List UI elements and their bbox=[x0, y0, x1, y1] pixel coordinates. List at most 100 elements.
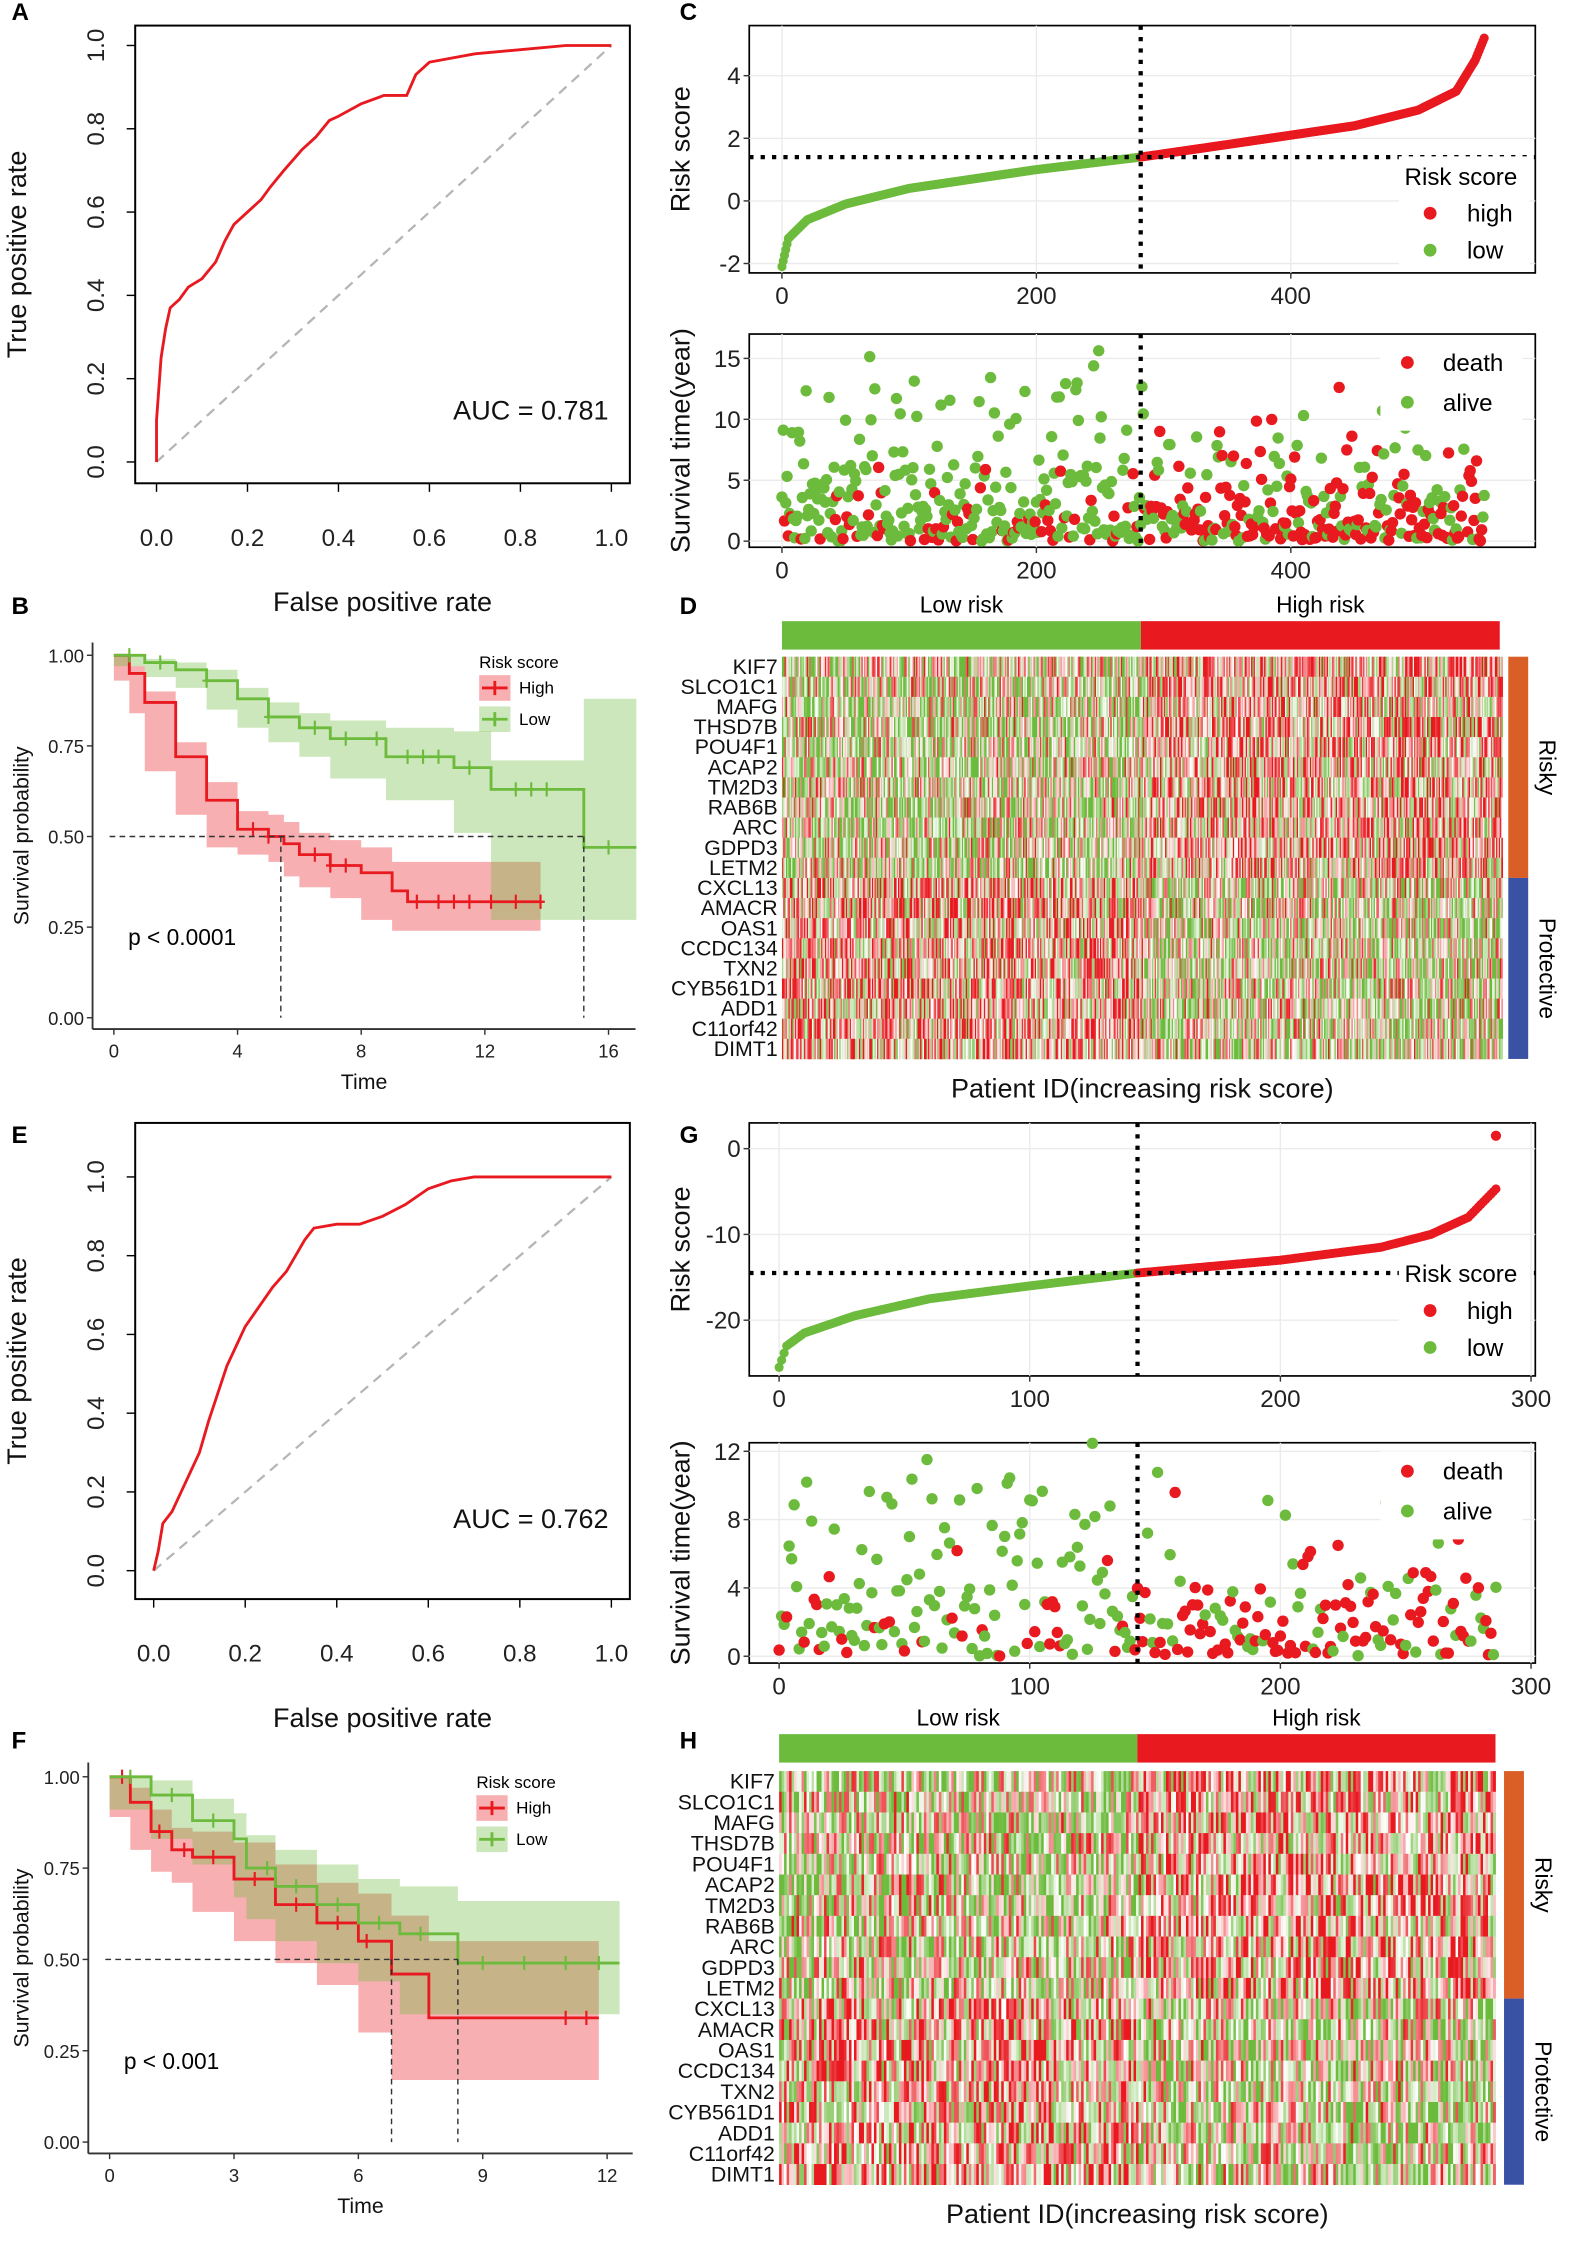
alive-point bbox=[1327, 1645, 1339, 1657]
alive-point bbox=[1019, 1598, 1031, 1611]
alive-point bbox=[1090, 461, 1102, 474]
panel-label: D bbox=[680, 593, 697, 620]
y-tick-label: 0.4 bbox=[83, 1396, 110, 1430]
x-tick-label: 0.0 bbox=[137, 1641, 171, 1668]
y-axis-label: True positive rate bbox=[2, 1257, 32, 1465]
legend-key bbox=[1400, 395, 1414, 409]
death-point bbox=[1254, 445, 1266, 458]
death-point bbox=[1154, 425, 1166, 438]
alive-point bbox=[1297, 409, 1310, 422]
risk-point bbox=[1491, 1184, 1501, 1194]
death-point bbox=[1143, 533, 1156, 546]
legend-key bbox=[1400, 1464, 1414, 1478]
confidence-band-high bbox=[109, 1776, 599, 2080]
x-tick-label: 1.0 bbox=[595, 525, 629, 552]
death-point bbox=[1044, 1638, 1056, 1650]
alive-point bbox=[988, 1609, 1001, 1621]
death-point bbox=[1049, 1601, 1061, 1613]
alive-point bbox=[795, 1626, 808, 1638]
x-axis-label: Time bbox=[341, 1070, 388, 1094]
alive-point bbox=[866, 1587, 878, 1599]
death-point bbox=[780, 1611, 793, 1623]
censor-mark bbox=[416, 1926, 425, 1941]
alive-point bbox=[984, 371, 997, 384]
alive-point bbox=[1067, 530, 1079, 542]
alive-point bbox=[888, 1626, 901, 1638]
alive-point bbox=[908, 375, 920, 387]
alive-point bbox=[1315, 452, 1328, 464]
alive-point bbox=[1465, 1635, 1477, 1647]
km-panel-F: 0 3 6 9 120.000.250.500.751.00 Risk scoreHigh… bbox=[10, 1762, 633, 2218]
alive-point bbox=[988, 407, 1001, 419]
censor-mark bbox=[155, 655, 165, 670]
censor-mark bbox=[341, 731, 351, 746]
death-point bbox=[1184, 1624, 1196, 1636]
censor-mark bbox=[264, 709, 273, 725]
y-axis-label: Survival probability bbox=[10, 1868, 34, 2047]
alive-point bbox=[853, 1577, 865, 1590]
y-tick-label: 0.8 bbox=[83, 112, 110, 146]
x-tick-label: 0 bbox=[775, 283, 788, 310]
km-panel-B: 0 4 8 12 160.000.250.500.751.00 Risk scoreHig… bbox=[10, 642, 637, 1094]
alive-point bbox=[903, 1530, 916, 1543]
high-risk-bar bbox=[1140, 621, 1500, 650]
death-point bbox=[956, 1630, 968, 1642]
death-point bbox=[1294, 505, 1306, 517]
y-tick-label: -20 bbox=[706, 1308, 741, 1335]
alive-point bbox=[1040, 484, 1053, 496]
alive-point bbox=[1005, 481, 1017, 494]
death-point bbox=[1470, 455, 1483, 467]
x-tick-label: 0.0 bbox=[140, 525, 174, 552]
alive-point bbox=[969, 462, 982, 474]
death-point bbox=[1480, 1615, 1492, 1627]
alive-point bbox=[856, 1543, 868, 1556]
death-point bbox=[1171, 1643, 1184, 1656]
alive-point bbox=[1053, 391, 1065, 403]
alive-point bbox=[1264, 1596, 1277, 1608]
alive-point bbox=[797, 458, 810, 470]
alive-point bbox=[1079, 523, 1091, 535]
alive-point bbox=[954, 488, 966, 500]
alive-point bbox=[936, 1642, 948, 1654]
alive-point bbox=[931, 1548, 943, 1561]
p-value-annotation: p < 0.0001 bbox=[128, 924, 236, 950]
death-point bbox=[1108, 510, 1120, 522]
censor-mark bbox=[125, 648, 134, 663]
death-point bbox=[951, 1545, 963, 1557]
y-tick-label: 1.00 bbox=[48, 645, 84, 666]
death-point bbox=[1474, 535, 1487, 547]
alive-point bbox=[1390, 1587, 1402, 1600]
alive-point bbox=[893, 1585, 906, 1597]
death-point bbox=[1169, 1486, 1181, 1499]
survival-curve-high bbox=[113, 653, 541, 904]
alive-point bbox=[818, 1640, 830, 1652]
death-point bbox=[1285, 473, 1297, 485]
alive-point bbox=[913, 1568, 926, 1580]
alive-point bbox=[1337, 1630, 1349, 1643]
x-tick-label: 100 bbox=[1010, 1386, 1050, 1413]
alive-point bbox=[1071, 377, 1083, 389]
x-tick-label: 0.2 bbox=[231, 525, 265, 552]
death-point bbox=[1455, 510, 1467, 522]
alive-point bbox=[1057, 449, 1069, 461]
y-tick-label: 0 bbox=[727, 529, 740, 556]
alive-point bbox=[1016, 1517, 1028, 1529]
x-tick-label: 0.6 bbox=[413, 525, 447, 552]
alive-point bbox=[788, 1499, 800, 1511]
alive-point bbox=[978, 1630, 991, 1642]
panel-label: C bbox=[680, 0, 697, 26]
y-tick-label: 0.50 bbox=[44, 1950, 80, 1971]
y-tick-label: 0.6 bbox=[83, 195, 110, 229]
x-tick-label: 0 bbox=[772, 1673, 785, 1700]
death-point bbox=[1384, 1634, 1397, 1646]
alive-point bbox=[921, 510, 933, 522]
x-tick-label: 200 bbox=[1016, 558, 1056, 585]
alive-point bbox=[894, 408, 906, 420]
alive-point bbox=[941, 471, 954, 484]
legend-label: low bbox=[1467, 238, 1504, 265]
death-point bbox=[1224, 489, 1236, 502]
alive-point bbox=[1094, 1617, 1106, 1630]
roc-panel-A: 0.0 0.2 0.4 0.6 0.8 1.00.00.20.40.60.81.0AUC … bbox=[2, 24, 631, 617]
y-tick-label: 0.4 bbox=[83, 279, 110, 313]
